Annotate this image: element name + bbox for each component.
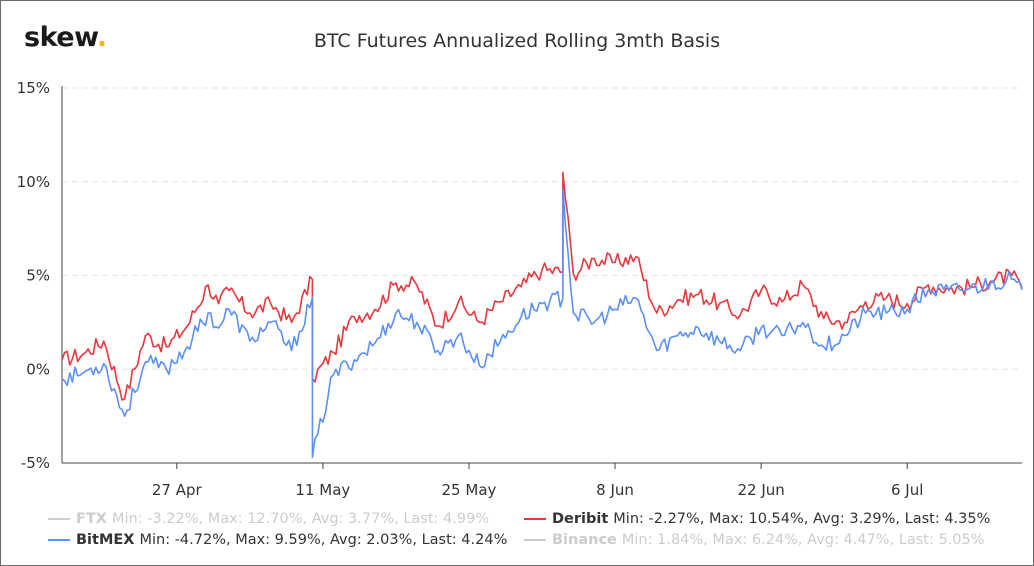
skew-logo: skew.	[24, 22, 107, 53]
x-tick-label: 11 May	[295, 481, 350, 499]
legend-summary-deribit: Min: -2.27%, Max: 10.54%, Avg: 3.29%, La…	[613, 511, 991, 527]
series-line-bitmex	[61, 188, 1023, 459]
y-tick-label: 15%	[17, 79, 50, 97]
series-line-deribit	[61, 171, 1023, 401]
legend-summary-ftx: Min: -3.22%, Max: 12.70%, Avg: 3.77%, La…	[111, 511, 490, 527]
y-tick-label: -5%	[21, 454, 50, 472]
legend-name-ftx: FTX	[76, 511, 107, 527]
legend-summary-bitmex: Min: -4.72%, Max: 9.59%, Avg: 2.03%, Las…	[139, 532, 508, 548]
x-tick-label: 27 Apr	[152, 481, 203, 499]
x-tick-label: 25 May	[442, 481, 497, 499]
legend-name-binance: Binance	[552, 532, 617, 548]
x-tick-label: 6 Jul	[891, 481, 923, 499]
y-tick-label: 5%	[26, 267, 50, 285]
legend-item-bitmex[interactable]: BitMEX Min: -4.72%, Max: 9.59%, Avg: 2.0…	[48, 532, 507, 548]
legend-summary-binance: Min: 1.84%, Max: 6.24%, Avg: 4.47%, Last…	[621, 532, 985, 548]
legend-swatch-bitmex	[48, 539, 70, 541]
y-tick-label: 10%	[17, 173, 50, 191]
y-tick-label: 0%	[26, 360, 50, 378]
x-tick-label: 22 Jun	[737, 481, 784, 499]
legend-item-deribit[interactable]: Deribit Min: -2.27%, Max: 10.54%, Avg: 3…	[524, 511, 990, 527]
legend-name-bitmex: BitMEX	[76, 532, 135, 548]
legend-swatch-deribit	[524, 518, 546, 520]
legend-swatch-binance	[524, 539, 546, 541]
legend-swatch-ftx	[48, 518, 70, 520]
legend-name-deribit: Deribit	[552, 511, 609, 527]
chart-title: BTC Futures Annualized Rolling 3mth Basi…	[313, 30, 721, 52]
x-tick-label: 8 Jun	[596, 481, 634, 499]
legend-item-ftx[interactable]: FTX Min: -3.22%, Max: 12.70%, Avg: 3.77%…	[48, 511, 489, 527]
legend-item-binance[interactable]: Binance Min: 1.84%, Max: 6.24%, Avg: 4.4…	[524, 532, 985, 548]
